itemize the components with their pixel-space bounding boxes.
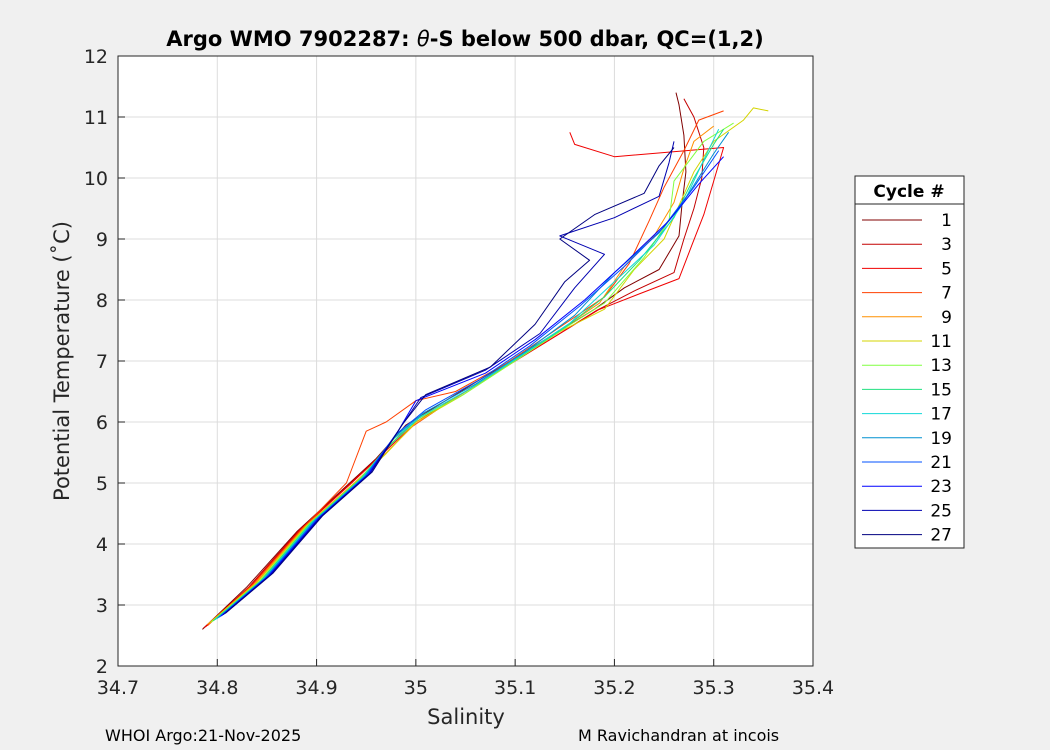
legend-label-cycle-3: 3 [941,235,952,255]
x-tick-label: 35 [404,677,428,699]
data-lines [202,92,769,630]
legend-label-cycle-13: 13 [930,356,952,376]
x-tick-label: 34.8 [196,677,238,699]
footer-left: WHOI Argo:21-Nov-2025 [105,726,301,745]
y-tick-label: 2 [96,656,108,678]
legend-label-cycle-19: 19 [930,429,952,449]
y-tick-label: 8 [96,290,108,312]
y-tick-label: 5 [96,473,108,495]
legend-label-cycle-1: 1 [941,211,952,231]
series-line-cycle-7 [207,110,724,627]
legend-label-cycle-11: 11 [930,332,952,352]
legend-label-cycle-15: 15 [930,380,952,400]
x-tick-label: 35.4 [792,677,834,699]
legend-label-cycle-9: 9 [941,308,952,328]
chart-title: Argo WMO 7902287: θ-S below 500 dbar, QC… [166,27,763,51]
y-tick-labels: 2 3 4 5 6 7 8 9 10 11 12 [84,46,108,678]
y-tick-label: 11 [84,107,108,129]
y-tick-label: 10 [84,168,108,190]
y-tick-label: 7 [96,351,108,373]
x-tick-label: 34.9 [295,677,337,699]
y-tick-label: 9 [96,229,108,251]
legend-label-cycle-23: 23 [930,477,952,497]
y-axis-label: Potential Temperature (˚C) [50,221,74,501]
series-line-cycle-27 [224,147,675,614]
x-tick-label: 35.2 [593,677,635,699]
footer-right: M Ravichandran at incois [578,726,779,745]
x-tick-label: 35.1 [494,677,536,699]
legend-label-cycle-7: 7 [941,284,952,304]
legend-label-cycle-17: 17 [930,405,952,425]
series-line-cycle-5 [205,132,725,628]
title-theta: θ [417,27,430,51]
legend-title: Cycle # [873,182,944,202]
x-tick-label: 35.3 [693,677,735,699]
legend-label-cycle-5: 5 [941,259,952,279]
y-tick-label: 3 [96,595,108,617]
legend-label-cycle-27: 27 [930,526,952,546]
y-tick-label: 4 [96,534,108,556]
title-prefix: Argo WMO 7902287: [166,27,417,51]
axes-box [117,55,814,667]
series-line-cycle-23 [220,156,724,617]
x-tick-label: 34.7 [97,677,139,699]
series-line-cycle-21 [218,150,720,618]
y-tick-label: 12 [84,46,108,68]
y-tick-label: 6 [96,412,108,434]
x-tick-labels: 34.7 34.8 34.9 35 35.1 35.2 35.3 35.4 [97,677,834,699]
legend-label-cycle-25: 25 [930,501,952,521]
x-axis-label: Salinity [427,705,505,729]
legend-label-cycle-21: 21 [930,453,952,473]
title-suffix: -S below 500 dbar, QC=(1,2) [430,27,764,51]
